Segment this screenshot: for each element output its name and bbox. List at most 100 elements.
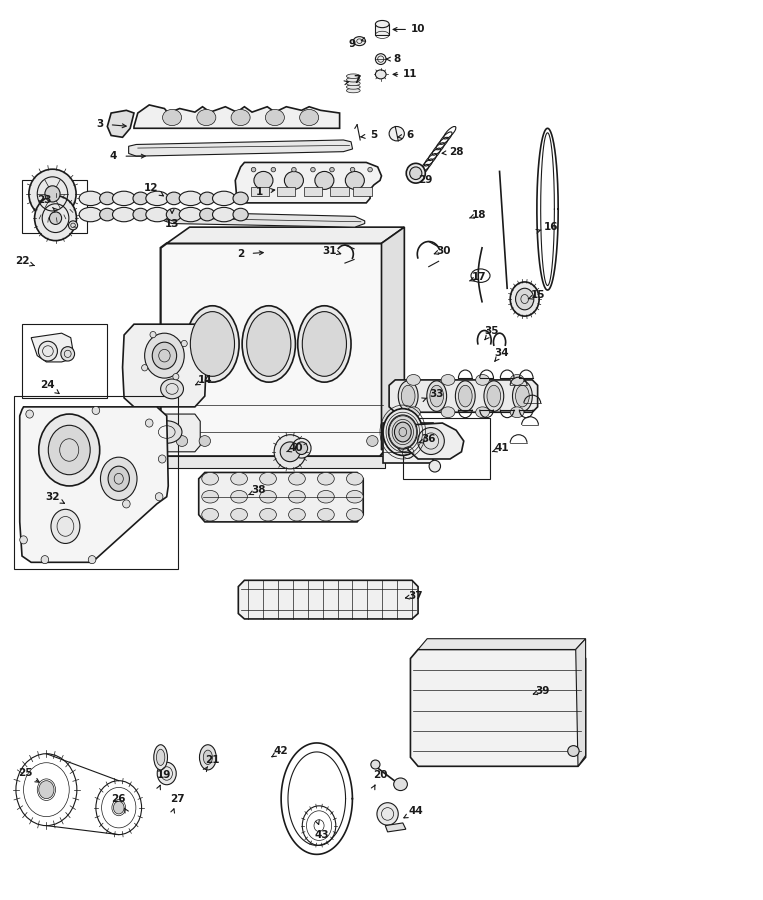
Ellipse shape bbox=[311, 167, 315, 172]
Text: 26: 26 bbox=[111, 794, 126, 804]
Ellipse shape bbox=[154, 744, 168, 770]
Text: 22: 22 bbox=[14, 256, 29, 266]
Ellipse shape bbox=[20, 536, 27, 544]
Ellipse shape bbox=[156, 492, 163, 500]
Text: 27: 27 bbox=[170, 794, 185, 804]
Ellipse shape bbox=[288, 491, 305, 503]
Ellipse shape bbox=[92, 407, 100, 415]
Polygon shape bbox=[406, 423, 464, 459]
Ellipse shape bbox=[142, 364, 148, 371]
Ellipse shape bbox=[166, 208, 182, 220]
Ellipse shape bbox=[251, 167, 256, 172]
Text: 4: 4 bbox=[110, 151, 117, 161]
Text: 18: 18 bbox=[472, 210, 486, 220]
Ellipse shape bbox=[388, 415, 417, 449]
Polygon shape bbox=[129, 140, 353, 157]
Ellipse shape bbox=[213, 207, 235, 221]
Ellipse shape bbox=[375, 21, 389, 28]
Ellipse shape bbox=[441, 407, 455, 418]
Ellipse shape bbox=[179, 207, 202, 221]
Ellipse shape bbox=[41, 555, 49, 563]
Text: 19: 19 bbox=[157, 770, 172, 780]
Text: 25: 25 bbox=[18, 769, 32, 778]
Ellipse shape bbox=[133, 208, 148, 220]
Ellipse shape bbox=[317, 472, 334, 485]
Ellipse shape bbox=[89, 555, 96, 563]
Ellipse shape bbox=[179, 191, 202, 205]
Ellipse shape bbox=[213, 191, 235, 205]
Polygon shape bbox=[108, 111, 134, 138]
Ellipse shape bbox=[112, 207, 135, 221]
Ellipse shape bbox=[100, 192, 115, 204]
Text: 36: 36 bbox=[421, 434, 436, 445]
Ellipse shape bbox=[51, 509, 80, 544]
Ellipse shape bbox=[317, 508, 334, 521]
Ellipse shape bbox=[101, 457, 137, 500]
Text: 43: 43 bbox=[315, 830, 330, 840]
Polygon shape bbox=[576, 639, 586, 766]
Text: 31: 31 bbox=[323, 246, 337, 256]
Text: 20: 20 bbox=[373, 770, 388, 780]
Ellipse shape bbox=[285, 171, 304, 189]
Ellipse shape bbox=[259, 472, 276, 485]
Ellipse shape bbox=[34, 195, 76, 240]
Ellipse shape bbox=[295, 442, 307, 454]
Ellipse shape bbox=[298, 306, 351, 382]
Text: 33: 33 bbox=[429, 390, 443, 400]
Ellipse shape bbox=[401, 385, 415, 407]
Ellipse shape bbox=[429, 460, 440, 472]
Text: 7: 7 bbox=[353, 75, 361, 85]
Bar bbox=[375, 24, 389, 35]
Text: 3: 3 bbox=[96, 119, 103, 129]
Ellipse shape bbox=[45, 185, 60, 202]
Ellipse shape bbox=[300, 110, 319, 126]
Polygon shape bbox=[31, 333, 73, 362]
Ellipse shape bbox=[161, 379, 183, 399]
Ellipse shape bbox=[274, 435, 306, 469]
Ellipse shape bbox=[377, 803, 398, 825]
Ellipse shape bbox=[203, 750, 212, 764]
Ellipse shape bbox=[407, 407, 420, 418]
Ellipse shape bbox=[159, 454, 166, 463]
Polygon shape bbox=[133, 414, 200, 452]
Polygon shape bbox=[134, 105, 340, 129]
Ellipse shape bbox=[254, 171, 273, 189]
Ellipse shape bbox=[484, 381, 504, 411]
Ellipse shape bbox=[79, 191, 102, 205]
Ellipse shape bbox=[407, 374, 420, 385]
Ellipse shape bbox=[280, 442, 300, 462]
Ellipse shape bbox=[398, 381, 418, 411]
Ellipse shape bbox=[231, 110, 250, 126]
Ellipse shape bbox=[417, 428, 444, 454]
Polygon shape bbox=[389, 380, 538, 412]
Text: 6: 6 bbox=[407, 130, 414, 140]
Text: 34: 34 bbox=[494, 348, 509, 358]
Ellipse shape bbox=[79, 207, 102, 221]
Text: 9: 9 bbox=[349, 39, 356, 49]
Ellipse shape bbox=[38, 341, 57, 361]
Ellipse shape bbox=[271, 167, 275, 172]
Ellipse shape bbox=[394, 778, 407, 790]
Ellipse shape bbox=[510, 407, 524, 418]
Ellipse shape bbox=[153, 342, 176, 369]
Ellipse shape bbox=[114, 801, 124, 814]
Ellipse shape bbox=[230, 508, 247, 521]
Bar bbox=[353, 186, 372, 195]
Ellipse shape bbox=[510, 282, 539, 316]
Text: 14: 14 bbox=[198, 375, 212, 385]
Ellipse shape bbox=[375, 70, 386, 79]
Ellipse shape bbox=[26, 410, 34, 419]
Bar bbox=[22, 324, 108, 398]
Ellipse shape bbox=[200, 192, 215, 204]
Text: 13: 13 bbox=[165, 219, 179, 229]
Ellipse shape bbox=[61, 346, 75, 361]
Ellipse shape bbox=[315, 171, 334, 189]
Ellipse shape bbox=[292, 438, 311, 458]
Ellipse shape bbox=[199, 436, 211, 446]
Text: 44: 44 bbox=[408, 806, 423, 816]
Ellipse shape bbox=[475, 374, 489, 385]
Text: 39: 39 bbox=[536, 686, 550, 696]
Text: 29: 29 bbox=[418, 176, 433, 185]
Bar bbox=[250, 186, 269, 195]
Ellipse shape bbox=[350, 167, 355, 172]
